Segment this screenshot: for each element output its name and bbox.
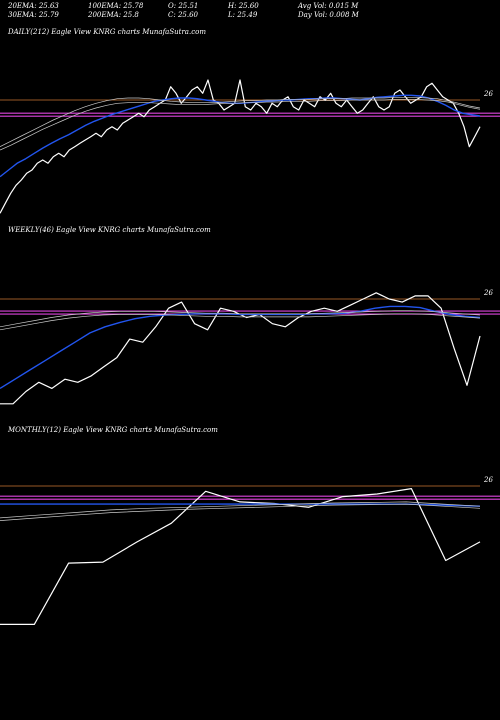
header-high: H: 25.60 (228, 2, 259, 10)
header-avg-vol: Avg Vol: 0.015 M (298, 2, 359, 10)
weekly-title: WEEKLY(46) Eagle View KNRG charts Munafa… (8, 226, 211, 234)
monthly-title: MONTHLY(12) Eagle View KNRG charts Munaf… (7, 426, 218, 434)
daily-ema-band-lower-line (0, 98, 481, 151)
weekly-ema-band-upper-line (0, 310, 481, 328)
header-day-vol: Day Vol: 0.008 M (298, 11, 359, 19)
monthly-tick-label: 26 (483, 476, 493, 484)
header-ema30: 30EMA: 25.79 (8, 11, 59, 19)
monthly-ema-band-upper-line (0, 501, 481, 519)
header-ema20: 20EMA: 25.63 (8, 2, 59, 10)
weekly-price-line (0, 292, 481, 405)
daily-ema-short-line (0, 94, 481, 178)
monthly-price-line (0, 488, 481, 626)
header-ema200: 200EMA: 25.8 (88, 11, 139, 19)
daily-title: DAILY(212) Eagle View KNRG charts Munafa… (7, 28, 206, 36)
header-low: L: 25.49 (228, 11, 258, 19)
daily-ema-band-upper-line (0, 96, 481, 148)
weekly-tick-label: 26 (483, 289, 493, 297)
header-open: O: 25.51 (168, 2, 199, 10)
weekly-ema-band-lower-line (0, 313, 481, 331)
header-close: C: 25.60 (168, 11, 198, 19)
monthly-ema-band-lower-line (0, 503, 481, 521)
header-ema100: 100EMA: 25.78 (88, 2, 144, 10)
weekly-ema-short-line (0, 305, 481, 389)
daily-tick-label: 26 (483, 90, 493, 98)
daily-price-line (0, 79, 481, 214)
